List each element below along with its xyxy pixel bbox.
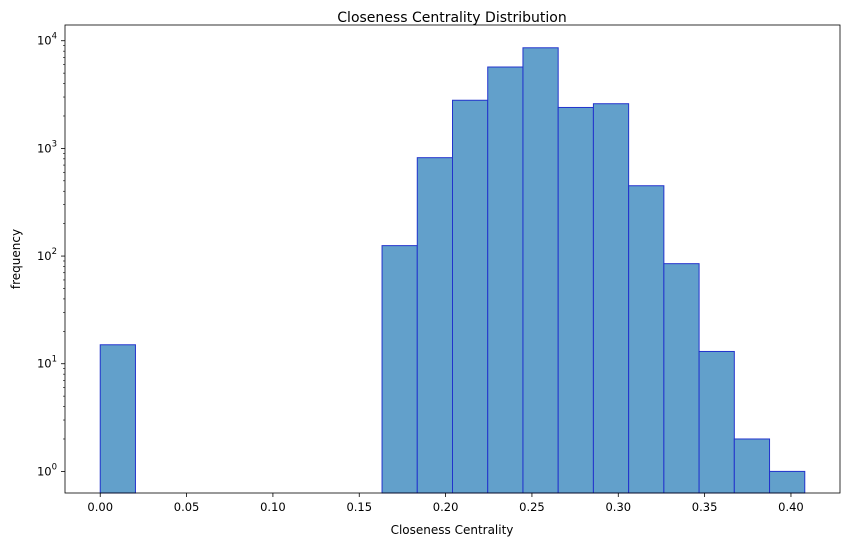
x-tick-label: 0.30 [605, 500, 631, 514]
x-tick-label: 0.10 [260, 500, 286, 514]
histogram-bar [628, 185, 665, 494]
x-ticks: 0.00 0.05 0.10 0.15 0.20 0.25 0.30 0.35 0.40 [87, 493, 804, 514]
x-axis-label: Closeness Centrality [391, 523, 514, 537]
plot-frame [64, 24, 841, 494]
x-tick-label: 0.40 [778, 500, 804, 514]
histogram-bar [592, 103, 630, 494]
histogram-bar [557, 106, 594, 494]
chart-title: Closeness Centrality Distribution [337, 10, 566, 26]
y-tick-label: 103 [37, 139, 57, 155]
y-axis-label: frequency [9, 229, 23, 289]
y-tick-label: 101 [37, 355, 57, 371]
x-tick-label: 0.00 [87, 500, 113, 514]
y-tick-label: 104 [37, 32, 57, 48]
histogram-bar [452, 99, 489, 494]
histogram-bar [769, 470, 806, 494]
y-ticks: 100 101 102 103 104 [37, 32, 65, 478]
x-tick-label: 0.35 [692, 500, 718, 514]
x-tick-label: 0.15 [346, 500, 372, 514]
y-tick-label: 102 [37, 247, 57, 263]
histogram-bar [733, 438, 771, 494]
histogram-bar [487, 66, 524, 494]
histogram-bar [416, 157, 454, 494]
histogram-bar [522, 47, 559, 494]
histogram-bar [99, 344, 136, 494]
x-tick-label: 0.25 [519, 500, 545, 514]
y-tick-label: 100 [37, 462, 57, 478]
histogram-bar [698, 350, 735, 494]
bars-group [99, 47, 806, 494]
x-tick-label: 0.05 [174, 500, 200, 514]
x-tick-label: 0.20 [433, 500, 459, 514]
histogram-bar [663, 263, 700, 494]
histogram-bar [381, 245, 418, 494]
